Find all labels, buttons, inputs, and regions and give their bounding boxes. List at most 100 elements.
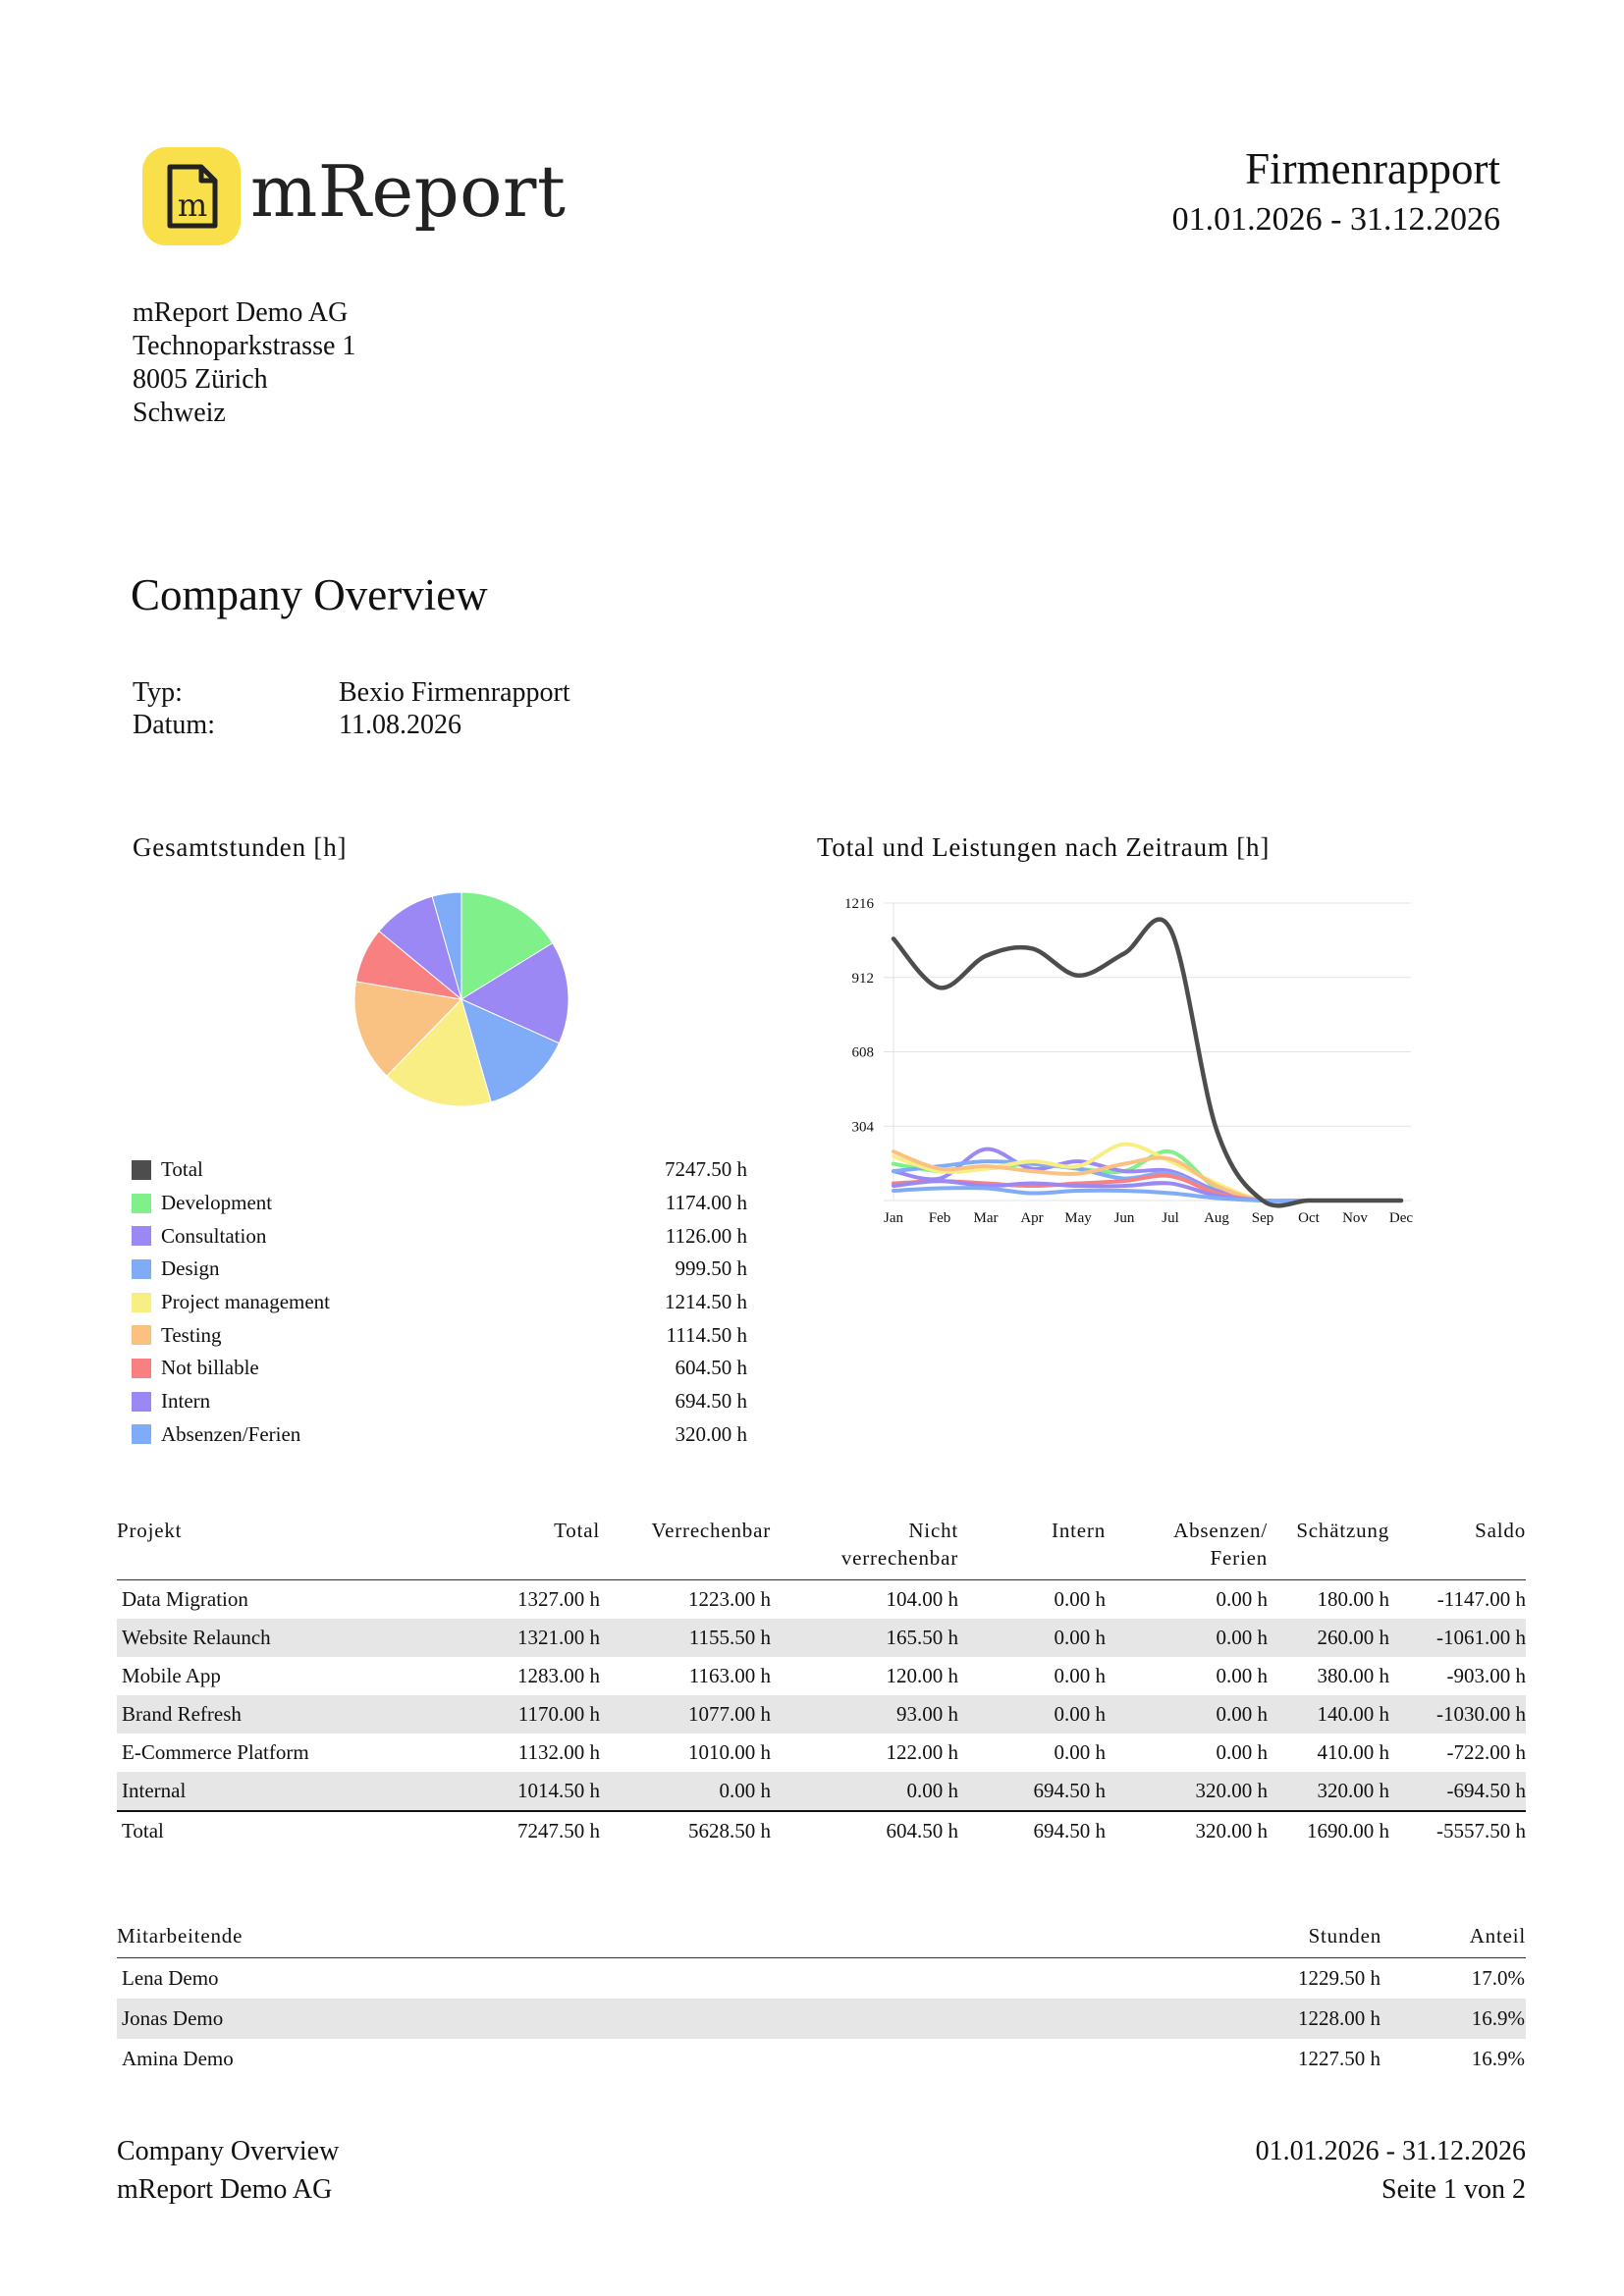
x-tick-label: May [1064, 1210, 1092, 1226]
legend-item: Consultation 1126.00 h [132, 1219, 747, 1253]
pie-slice-consultation [460, 942, 569, 1044]
x-tick-label: Mar [974, 1210, 999, 1226]
table-row: E-Commerce Platform 1132.00 h 1010.00 h 122… [117, 1734, 1526, 1772]
legend-label: Absenzen/Ferien [161, 1421, 301, 1446]
x-tick-label: Oct [1298, 1210, 1320, 1226]
legend-swatch [132, 1159, 151, 1180]
legend-value: 1126.00 h [665, 1223, 747, 1248]
pie-slice-design [460, 998, 561, 1103]
company-street: Technoparkstrasse 1 [133, 331, 356, 361]
x-tick-label: Aug [1204, 1210, 1229, 1226]
legend-label: Not billable [161, 1356, 259, 1380]
legend-value: 1114.50 h [666, 1322, 747, 1347]
table-row: Mobile App 1283.00 h 1163.00 h 120.00 h 0.00… [117, 1657, 1526, 1695]
legend-value: 1214.50 h [665, 1290, 747, 1314]
table-cell: 0.00 h [1216, 1740, 1269, 1764]
x-tick-label: Sep [1252, 1210, 1274, 1226]
column-header: Projekt [117, 1519, 183, 1542]
y-tick-label: 608 [852, 1045, 875, 1061]
column-header: Intern [1052, 1519, 1106, 1542]
legend-item: Development 1174.00 h [132, 1187, 747, 1220]
table-cell: 0.00 h [1216, 1626, 1269, 1649]
company-country: Schweiz [133, 398, 226, 428]
total-cell: 604.50 h [886, 1818, 959, 1842]
table-cell: Jonas Demo [122, 2006, 224, 2030]
table-cell: 1227.50 h [1298, 2047, 1380, 2070]
total-cell: 1690.00 h [1307, 1818, 1389, 1842]
table-cell: 0.00 h [1054, 1740, 1107, 1764]
x-tick-label: Feb [929, 1210, 951, 1226]
table-cell: 1010.00 h [688, 1740, 771, 1764]
table-cell: -694.50 h [1446, 1779, 1527, 1802]
x-tick-label: Jul [1162, 1210, 1179, 1226]
table-cell: 1228.00 h [1298, 2006, 1380, 2030]
table-cell: 0.00 h [1216, 1587, 1269, 1611]
report-title: Firmenrapport [1245, 144, 1500, 193]
type-label: Typ: [133, 677, 183, 708]
legend-label: Project management [161, 1290, 331, 1314]
table-cell: -1061.00 h [1436, 1626, 1526, 1649]
column-header: Verrechenbar [651, 1519, 771, 1542]
report-meta: Typ: Bexio Firmenrapport Datum: 11.08.20… [133, 676, 570, 741]
pie-chart-title: Gesamtstunden [h] [133, 832, 348, 862]
total-cell: -5557.50 h [1436, 1818, 1526, 1842]
y-tick-label: 912 [852, 971, 875, 987]
legend-swatch [132, 1391, 151, 1412]
table-cell: 180.00 h [1317, 1587, 1390, 1611]
legend-label: Development [161, 1191, 273, 1215]
column-header: Anteil [1469, 1924, 1526, 1948]
table-cell: 0.00 h [1054, 1626, 1107, 1649]
table-row: Amina Demo 1227.50 h 16.9% [117, 2039, 1526, 2079]
logo-letter: m [178, 187, 207, 224]
legend-value: 7247.50 h [665, 1157, 747, 1182]
legend-label: Consultation [161, 1223, 267, 1248]
table-cell: 1170.00 h [517, 1702, 600, 1726]
table-row: Website Relaunch 1321.00 h 1155.50 h 165.50… [117, 1619, 1526, 1657]
table-cell: 1155.50 h [688, 1626, 771, 1649]
table-cell: -722.00 h [1446, 1740, 1527, 1764]
x-tick-label: Nov [1342, 1210, 1368, 1226]
company-city: 8005 Zürich [133, 364, 268, 395]
table-cell: 1163.00 h [688, 1664, 771, 1687]
company-address: mReport Demo AG Technoparkstrasse 1 8005… [133, 296, 355, 430]
footer-title: Company Overview [117, 2136, 340, 2166]
table-cell: 1077.00 h [688, 1702, 771, 1726]
table-row: Lena Demo 1229.50 h 17.0% [117, 1958, 1526, 2000]
pie-slice-project-management [386, 998, 492, 1107]
table-cell: 0.00 h [719, 1779, 772, 1802]
legend-item: Absenzen/Ferien 320.00 h [132, 1418, 747, 1452]
pie-slice-testing [353, 981, 463, 1077]
total-cell: 320.00 h [1195, 1818, 1269, 1842]
column-header: Stunden [1308, 1924, 1381, 1948]
table-cell: 1327.00 h [517, 1587, 600, 1611]
table-cell: Brand Refresh [122, 1702, 242, 1726]
table-cell: 1229.50 h [1298, 1966, 1380, 1990]
table-row: Brand Refresh 1170.00 h 1077.00 h 93.00 h 0.… [117, 1695, 1526, 1734]
table-cell: Mobile App [122, 1664, 221, 1687]
y-tick-label: 1216 [844, 896, 875, 912]
table-cell: 694.50 h [1033, 1779, 1107, 1802]
column-header: Mitarbeitende [117, 1924, 244, 1948]
table-cell: 260.00 h [1317, 1626, 1390, 1649]
line-chart: 304 608 912 1216 Jan Feb Mar Apr May Jun Jul Aug Sep… [844, 896, 1413, 1226]
pie-slice-development [460, 891, 554, 1000]
legend-value: 694.50 h [675, 1389, 748, 1414]
legend-item: Not billable 604.50 h [132, 1352, 747, 1385]
date-label: Datum: [133, 710, 215, 740]
table-cell: 0.00 h [1216, 1664, 1269, 1687]
line-chart-title: Total und Leistungen nach Zeitraum [h] [817, 832, 1271, 862]
pie-slice-absenzen-ferien [431, 891, 462, 1000]
table-cell: 140.00 h [1317, 1702, 1390, 1726]
table-row: Data Migration 1327.00 h 1223.00 h 104.00 h… [117, 1580, 1526, 1620]
table-cell: 1283.00 h [517, 1664, 600, 1687]
footer-left: Company Overview mReport Demo AG [117, 2132, 339, 2209]
y-tick-label: 304 [852, 1119, 875, 1135]
table-cell: -1147.00 h [1436, 1587, 1526, 1611]
legend-label: Testing [161, 1322, 222, 1347]
table-cell: 165.50 h [886, 1626, 959, 1649]
legend-item: Project management 1214.50 h [132, 1286, 747, 1319]
table-cell: 1223.00 h [688, 1587, 771, 1611]
section-title: Company Overview [131, 570, 488, 619]
company-name: mReport Demo AG [133, 297, 349, 328]
x-tick-label: Jan [884, 1210, 903, 1226]
